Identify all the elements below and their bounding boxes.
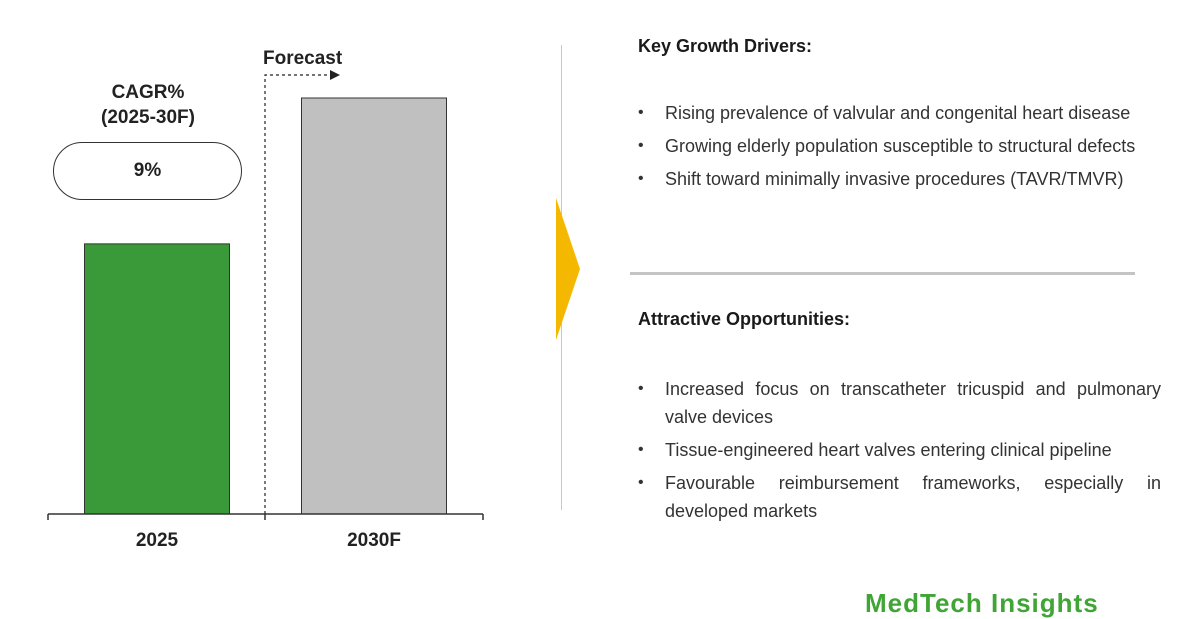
key-growth-drivers-panel: Key Growth Drivers: Rising prevalence of… <box>630 36 1185 198</box>
opportunities-title: Attractive Opportunities: <box>638 309 851 329</box>
list-item: Rising prevalence of valvular and congen… <box>630 99 1185 127</box>
brand-logo: MedTech Insights <box>865 588 1099 618</box>
forecast-bracket <box>264 74 330 514</box>
chevron-right-icon <box>556 198 580 340</box>
forecast-label: Forecast <box>263 48 343 69</box>
list-item: Increased focus on transcatheter tricusp… <box>630 375 1185 431</box>
drivers-list: Rising prevalence of valvular and congen… <box>630 99 1185 193</box>
x-tick-label: 2025 <box>136 530 179 551</box>
bar-2030F <box>301 97 447 515</box>
list-item: Tissue-engineered heart valves entering … <box>630 436 1185 464</box>
cagr-label-line2: (2025-30F) <box>101 107 195 128</box>
attractive-opportunities-panel: Attractive Opportunities: Increased focu… <box>630 309 1185 530</box>
cagr-label: CAGR% (2025-30F) <box>78 80 218 130</box>
list-item: Growing elderly population susceptible t… <box>630 132 1185 160</box>
opportunities-list: Increased focus on transcatheter tricusp… <box>630 375 1185 525</box>
list-item: Favourable reimbursement frameworks, esp… <box>630 469 1185 525</box>
x-tick-label: 2030F <box>347 530 401 551</box>
cagr-value-pill: 9% <box>53 142 242 200</box>
drivers-title: Key Growth Drivers: <box>638 36 813 56</box>
bar-2025 <box>84 243 230 515</box>
cagr-label-line1: CAGR% <box>111 82 185 103</box>
section-divider <box>630 272 1135 275</box>
arrow-right-icon <box>330 70 340 80</box>
list-item: Shift toward minimally invasive procedur… <box>630 165 1185 193</box>
bar-chart: 2025 2030F <box>47 70 484 551</box>
cagr-value: 9% <box>133 160 162 181</box>
